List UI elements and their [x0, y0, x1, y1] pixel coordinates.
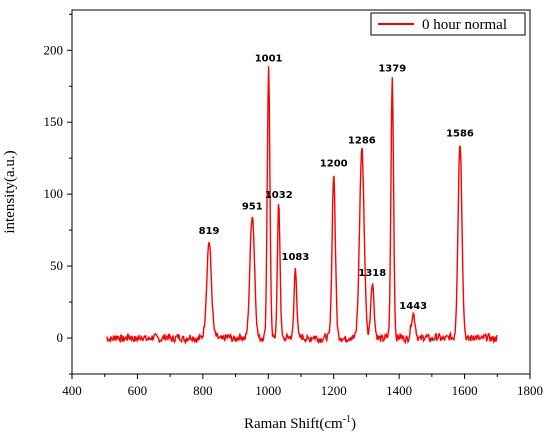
x-tick-label: 1800 — [517, 383, 543, 398]
y-tick-label: 50 — [50, 258, 63, 273]
peak-label: 1318 — [358, 268, 386, 279]
x-tick-label: 1000 — [255, 383, 281, 398]
peak-label: 1200 — [320, 159, 348, 170]
x-axis-title: Raman Shift(cm-1) — [244, 414, 356, 432]
peak-label: 1001 — [255, 54, 283, 65]
peak-label: 1586 — [446, 128, 474, 139]
x-tick-label: 1200 — [321, 383, 347, 398]
x-tick-label: 400 — [62, 383, 82, 398]
x-tick-label: 1600 — [452, 383, 478, 398]
peak-labels: 819 951 1001 1032 1083 1200 1286 1318 1379 1443 15… — [199, 54, 474, 312]
peak-label: 1032 — [265, 190, 293, 201]
x-tick-label: 1400 — [386, 383, 412, 398]
legend-box — [370, 12, 526, 36]
peak-label: 951 — [242, 202, 263, 213]
y-tick-label: 0 — [57, 330, 64, 345]
peak-label: 1083 — [282, 252, 310, 263]
x-axis-ticks: 400 600 800 1000 1200 1400 1600 1800 — [62, 374, 543, 398]
series-line-0-hour-normal — [106, 66, 498, 345]
y-tick-label: 200 — [44, 42, 64, 57]
y-tick-label: 100 — [44, 186, 64, 201]
legend: 0 hour normal — [370, 12, 526, 36]
y-axis-title: intensity(a.u.) — [2, 150, 18, 233]
legend-label: 0 hour normal — [422, 17, 507, 33]
peak-label: 1443 — [399, 301, 427, 312]
peak-label: 1286 — [348, 136, 376, 147]
peak-label: 1379 — [378, 64, 406, 75]
x-tick-label: 800 — [193, 383, 213, 398]
y-tick-label: 150 — [44, 114, 64, 129]
y-axis-ticks: 0 50 100 150 200 — [44, 13, 72, 375]
peak-label: 819 — [199, 226, 220, 237]
x-tick-label: 600 — [128, 383, 148, 398]
